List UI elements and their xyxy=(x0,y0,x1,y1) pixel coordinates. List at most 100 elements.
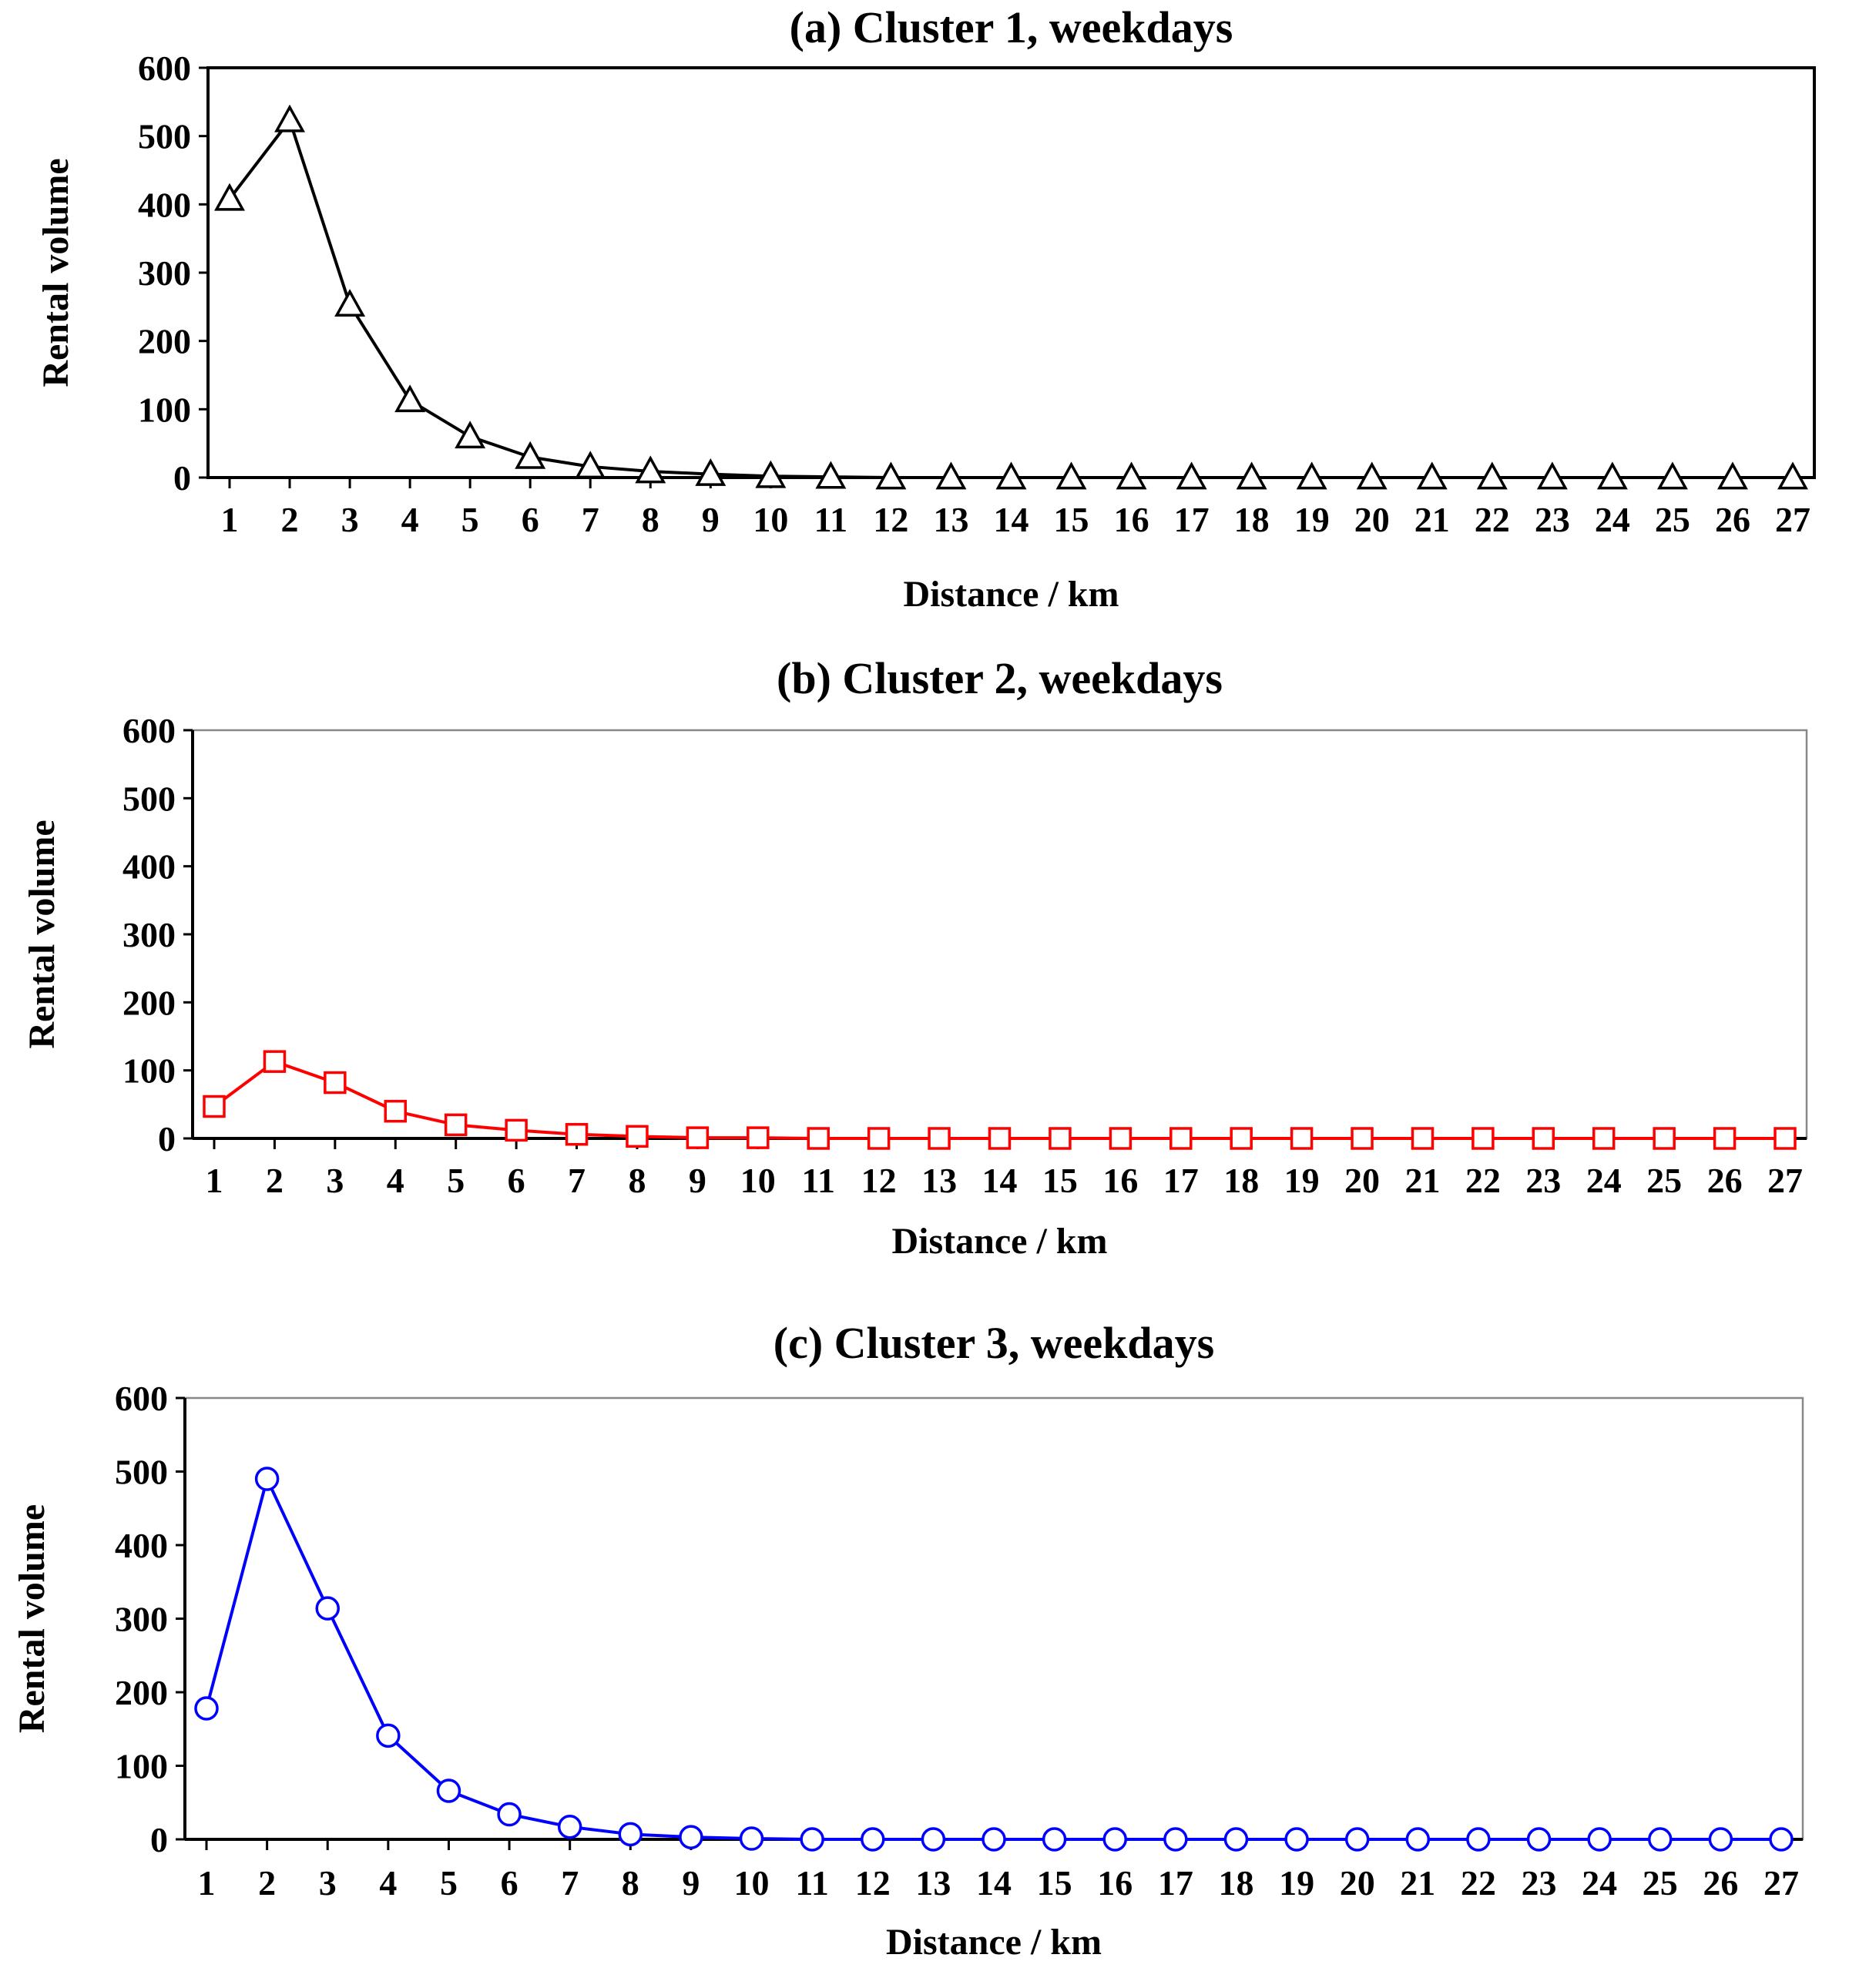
data-point xyxy=(324,1071,347,1095)
data-point xyxy=(861,1827,885,1852)
x-tick-label: 22 xyxy=(1465,1161,1501,1200)
data-point xyxy=(194,1696,219,1721)
data-point xyxy=(815,461,847,489)
x-tick-label: 16 xyxy=(1102,1161,1138,1200)
x-tick-label: 14 xyxy=(976,1863,1012,1903)
y-tick-label: 0 xyxy=(150,1820,168,1859)
data-point xyxy=(635,455,666,484)
data-point xyxy=(214,183,245,211)
x-tick-label: 27 xyxy=(1775,500,1810,539)
data-point xyxy=(875,461,907,490)
data-point xyxy=(263,1050,287,1073)
x-tick-label: 15 xyxy=(1054,500,1089,539)
x-tick-label: 1 xyxy=(198,1863,216,1903)
data-point xyxy=(384,1099,408,1123)
data-point xyxy=(1708,1827,1733,1852)
x-tick-label: 6 xyxy=(501,1863,518,1903)
data-point xyxy=(686,1126,710,1149)
chart-title: (b) Cluster 2, weekdays xyxy=(777,653,1223,703)
data-point xyxy=(515,441,546,469)
x-tick-label: 1 xyxy=(221,500,239,539)
x-tick-label: 8 xyxy=(622,1863,639,1903)
x-axis-label: Distance / km xyxy=(892,1221,1108,1262)
data-point xyxy=(1230,1127,1253,1150)
data-point xyxy=(1405,1827,1431,1852)
data-point xyxy=(626,1125,649,1148)
data-point xyxy=(1284,1827,1309,1852)
x-tick-label: 4 xyxy=(379,1863,397,1903)
data-point xyxy=(1713,1127,1737,1150)
x-tick-label: 26 xyxy=(1703,1863,1738,1903)
y-tick-label: 100 xyxy=(138,390,191,429)
x-tick-label: 8 xyxy=(628,1161,646,1200)
data-point xyxy=(935,461,967,490)
y-tick-label: 0 xyxy=(173,458,191,498)
data-point xyxy=(1653,1127,1676,1150)
y-tick-label: 400 xyxy=(115,1526,168,1565)
data-point xyxy=(755,460,787,488)
x-tick-label: 12 xyxy=(873,500,908,539)
y-tick-label: 200 xyxy=(122,983,176,1022)
x-tick-label: 3 xyxy=(326,1161,344,1200)
x-tick-label: 2 xyxy=(258,1863,276,1903)
data-point xyxy=(1769,1827,1794,1852)
data-point xyxy=(444,1113,468,1137)
x-tick-label: 24 xyxy=(1595,500,1630,539)
x-tick-label: 18 xyxy=(1218,1863,1253,1903)
plot-frame xyxy=(206,66,1816,479)
data-point xyxy=(1532,1127,1555,1150)
data-point xyxy=(1526,1827,1552,1852)
data-point xyxy=(1102,1827,1127,1852)
data-point xyxy=(1587,1827,1612,1852)
data-point xyxy=(1536,461,1568,490)
data-point xyxy=(557,1815,582,1839)
data-point xyxy=(1176,461,1207,490)
x-tick-label: 10 xyxy=(753,500,788,539)
x-tick-label: 5 xyxy=(461,500,479,539)
data-point xyxy=(1049,1127,1072,1150)
data-point xyxy=(1466,1827,1491,1852)
y-tick-label: 600 xyxy=(138,49,191,88)
plot-frame xyxy=(191,729,1808,1140)
data-point xyxy=(995,461,1027,490)
y-tick-label: 300 xyxy=(115,1600,168,1639)
x-tick-label: 10 xyxy=(740,1161,776,1200)
chart-panel-b: (b) Cluster 2, weekdays 0 100 200 300 400 500 6… xyxy=(22,653,1808,1262)
data-point xyxy=(747,1126,770,1149)
data-point xyxy=(867,1127,891,1150)
x-tick-label: 17 xyxy=(1158,1863,1193,1903)
data-point xyxy=(807,1127,830,1150)
x-tick-label: 19 xyxy=(1284,1161,1320,1200)
y-tick-label: 300 xyxy=(122,915,176,954)
x-tick-label: 24 xyxy=(1582,1863,1617,1903)
x-tick-label: 11 xyxy=(795,1863,828,1903)
data-point xyxy=(455,421,486,449)
x-tick-label: 2 xyxy=(281,500,299,539)
x-tick-label: 6 xyxy=(522,500,539,539)
data-point xyxy=(1236,461,1267,490)
y-tick-label: 500 xyxy=(122,779,176,818)
x-tick-label: 23 xyxy=(1522,1863,1557,1903)
x-tick-label: 19 xyxy=(1294,500,1330,539)
x-tick-label: 25 xyxy=(1655,500,1690,539)
chart-panel-c: (c) Cluster 3, weekdays 0 100 200 300 400 500 6… xyxy=(12,1318,1804,1963)
data-point xyxy=(679,1825,703,1849)
y-tick-label: 300 xyxy=(138,253,191,293)
data-point xyxy=(1592,1127,1616,1150)
x-tick-label: 12 xyxy=(855,1863,891,1903)
chart-title: (c) Cluster 3, weekdays xyxy=(773,1318,1214,1368)
x-tick-label: 15 xyxy=(1037,1863,1072,1903)
x-tick-label: 27 xyxy=(1763,1863,1799,1903)
y-tick-label: 200 xyxy=(138,322,191,361)
data-point xyxy=(1596,461,1628,490)
x-tick-label: 26 xyxy=(1707,1161,1743,1200)
data-point xyxy=(1042,1827,1067,1852)
x-axis-label: Distance / km xyxy=(904,574,1119,615)
x-tick-label: 10 xyxy=(734,1863,770,1903)
x-tick-label: 13 xyxy=(933,500,968,539)
x-tick-label: 14 xyxy=(994,500,1029,539)
data-point xyxy=(1656,461,1688,490)
x-tick-label: 4 xyxy=(401,500,419,539)
x-tick-label: 20 xyxy=(1354,500,1390,539)
